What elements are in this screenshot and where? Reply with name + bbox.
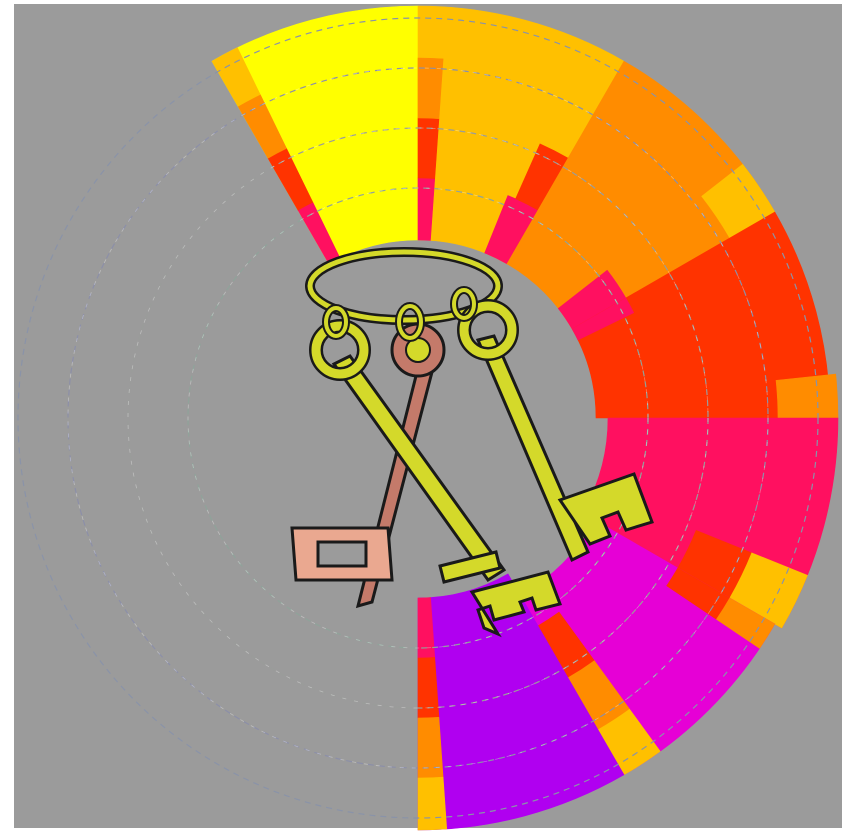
ring-segment [417,716,444,779]
ring-segment [417,57,444,120]
left-key-bow [311,321,369,379]
link [324,306,348,338]
dashed-ring [187,187,649,649]
dashed-rings [17,17,819,819]
ring-segment [775,373,839,419]
right-key-bow [459,301,517,359]
link [452,288,476,320]
dashed-ring [127,127,709,709]
color-wheel [211,5,839,831]
right-key-shaft [475,334,590,563]
ring-highlight [187,187,649,649]
brown-key-bit [290,526,394,582]
ring-highlight [67,67,769,769]
ring [307,249,501,323]
dashed-ring [17,17,819,819]
ring-segment [417,776,448,831]
keyring-icon [290,247,654,638]
left-key-collar [438,550,502,584]
link [397,304,423,340]
ring-highlight [127,127,709,709]
right-key-bit [557,472,654,546]
left-key-bit [469,570,562,638]
ring-segment [716,597,776,649]
dashed-ring [67,67,769,769]
left-key-shaft [331,354,507,583]
ring-segment [211,47,261,107]
ring-segment [571,297,635,341]
